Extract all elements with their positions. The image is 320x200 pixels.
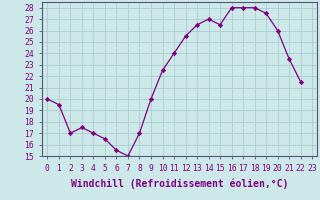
X-axis label: Windchill (Refroidissement éolien,°C): Windchill (Refroidissement éolien,°C) [70,178,288,189]
